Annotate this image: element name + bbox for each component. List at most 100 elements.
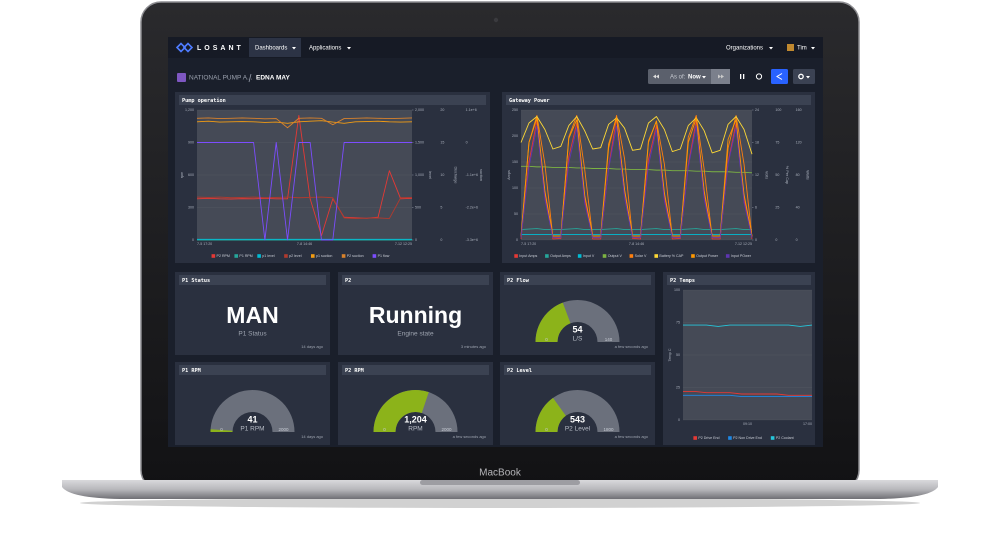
pause-icon[interactable] [743,74,745,79]
series-line [683,390,812,396]
time-control[interactable] [648,69,730,84]
shadow [80,498,920,508]
logo-icon [175,42,194,53]
nav-active-bg[interactable] [249,38,301,57]
axis-tick-label: 100 [512,186,518,190]
caret [806,76,810,79]
plot-area [683,290,812,420]
axis-tick-label: 6 [755,205,757,209]
plot-area [521,110,752,240]
axis-tick-label: 120 [796,140,802,144]
widget-title: P2 Level [507,368,532,374]
legend-label: p2 level [289,254,302,258]
breadcrumb-separator [248,73,252,83]
series-line [683,394,812,398]
gauge-value-arc [535,397,566,432]
legend-label: P1 flow [378,254,390,258]
app-icon [177,73,186,82]
axis-tick-label: 200 [512,134,518,138]
updated-time: 3 minutes ago [461,344,487,349]
legend-label: Input POwer [731,254,752,258]
series-line [683,324,813,327]
navbar [168,37,823,58]
axis-title: Watts [805,170,809,180]
x-tick-label: 7-12 12:25 [735,242,752,246]
series-line [196,114,413,237]
gauge-max: 2000 [278,427,289,432]
legend-swatch [211,254,216,258]
axis-tick-label: 0 [678,418,680,422]
share-icon [776,73,783,80]
gauge-min: 0 [383,427,386,432]
x-tick-label: 7-12 12:25 [395,242,412,246]
legend-swatch [257,254,261,258]
widget-title: P2 [345,278,351,284]
axis-tick-label: 600 [188,173,194,177]
gauge-label: P2 Level [565,426,591,433]
legend-label: P2 suction [347,254,364,258]
axis-tick-label: 0 [415,238,417,242]
user-avatar[interactable] [787,44,794,51]
hinge-notch [420,480,580,485]
legend-swatch [284,254,288,258]
refresh-icon[interactable] [755,73,763,80]
nav-menu[interactable]: Dashboards [255,46,287,52]
gauge-value: 54 [572,324,582,334]
logo-text: LOSANT [197,45,244,52]
share-button[interactable] [771,69,788,84]
series-line [520,117,753,240]
widget-header [342,275,489,285]
widget-header [179,95,486,105]
axis-tick-label: 300 [188,205,194,209]
updated-time: 14 days ago [301,434,324,439]
axis-tick-label: 250 [512,108,518,112]
axis-tick-label: 150 [512,160,518,164]
x-tick-label: 17:00 [803,422,812,426]
axis-title: rpm [180,172,184,179]
forward-icon [718,74,721,79]
axis-tick-label: -3.3e+6 [466,238,478,242]
widget [338,272,493,355]
widget-header [179,365,326,375]
legend-swatch [728,436,732,440]
updated-time: 14 days ago [301,344,324,349]
legend-swatch [577,254,582,258]
axis-tick-label: 0 [755,238,757,242]
axis-title: level [428,171,432,179]
axis-tick-label: 2,000 [415,108,424,112]
widget-header [504,365,651,375]
legend-label: Solar V [635,254,647,258]
axis-tick-label: 50 [775,173,779,177]
breadcrumb-application[interactable]: NATIONAL PUMP A... [189,75,253,82]
axis-tick-label: 100 [775,108,781,112]
x-tick-label: 7-5 17:20 [521,242,536,246]
gauge-max: 140 [605,337,613,342]
widget [175,272,330,355]
nav-menu[interactable]: Applications [309,46,341,52]
pause-icon[interactable] [740,74,742,79]
axis-tick-label: 1,000 [415,173,424,177]
axis-tick-label: 20 [440,108,444,112]
axis-tick-label: 15 [440,140,444,144]
as-of-time[interactable]: Now [688,75,701,81]
axis-tick-label: -2.2e+6 [466,205,478,209]
series-line [196,120,413,124]
nav-organizations[interactable]: Organizations [726,46,763,52]
caret [347,47,351,50]
legend-swatch [654,254,659,258]
widget-header [504,275,651,285]
x-tick-label: 7-5 17:20 [197,242,212,246]
status-value: Running [369,302,462,328]
axis-tick-label: 80 [796,173,800,177]
as-of-label: As of: [670,75,686,81]
x-tick-label: 09:10 [743,422,752,426]
widget-header [506,95,811,105]
axis-tick-label: 25 [775,205,779,209]
axis-tick-label: 24 [755,108,759,112]
widget-title: Gateway Power [509,98,550,104]
nav-user[interactable]: Tim [797,46,807,52]
widget-title: P2 Temps [670,278,695,284]
settings-button[interactable] [793,69,815,84]
axis-tick-label: 100 [674,288,680,292]
